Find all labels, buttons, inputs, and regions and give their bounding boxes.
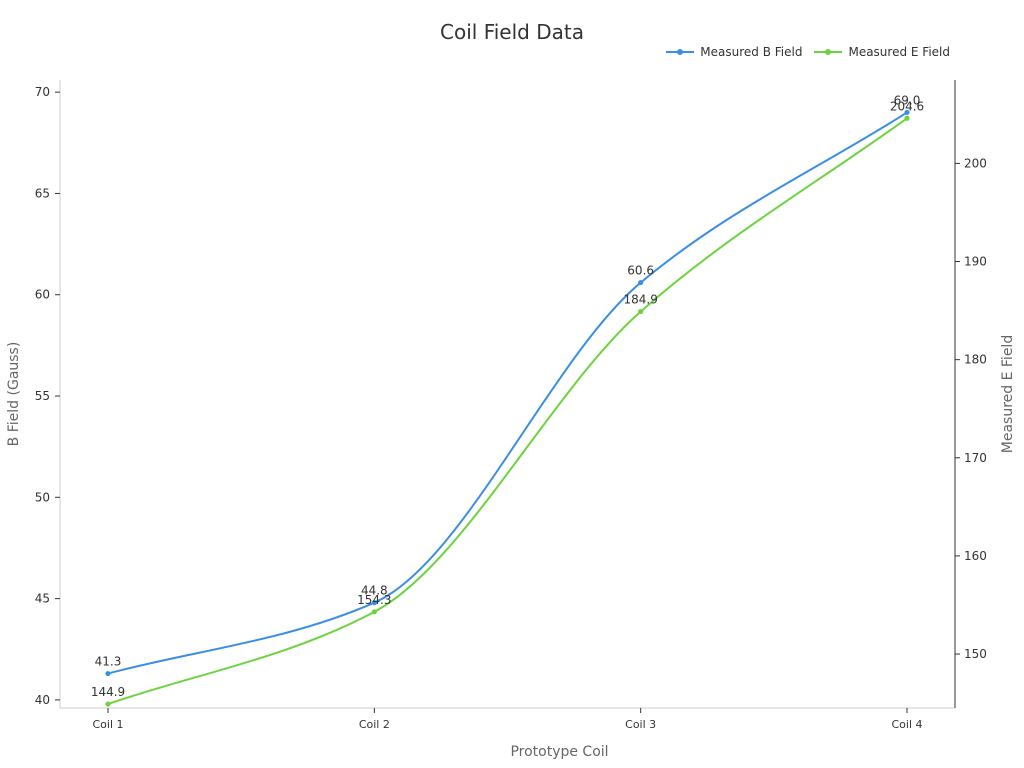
y-left-tick-label: 55 [35, 389, 50, 403]
series-line-b-field [107, 111, 908, 675]
y-axis-right-title: Measured E Field [1000, 335, 1016, 453]
data-point-b-field[interactable] [638, 279, 644, 286]
y-right-tick-label: 190 [964, 255, 987, 269]
y-right-tick-label: 170 [964, 451, 987, 465]
y-left-tick-label: 50 [35, 490, 50, 504]
legend-swatch-b-field [666, 45, 695, 59]
x-axis-title: Prototype Coil [510, 744, 608, 760]
data-label-b-field: 60.6 [627, 264, 654, 278]
chart-legend: Measured B Field Measured E Field [666, 45, 950, 59]
x-tick-label: Coil 1 [92, 718, 123, 731]
y-left-tick-label: 45 [35, 592, 50, 606]
data-point-b-field[interactable] [105, 670, 111, 677]
data-point-e-field[interactable] [105, 701, 111, 707]
y-right-tick-label: 150 [964, 647, 987, 661]
data-label-e-field: 144.9 [91, 685, 125, 699]
legend-item-b-field[interactable]: Measured B Field [666, 45, 802, 59]
legend-label-e-field: Measured E Field [848, 45, 950, 59]
legend-label-b-field: Measured B Field [700, 45, 803, 59]
y-axis-left-title: B Field (Gauss) [6, 342, 22, 447]
y-right-tick-label: 200 [964, 156, 987, 170]
x-tick-label: Coil 3 [625, 718, 656, 731]
y-right-tick-label: 180 [964, 353, 987, 367]
legend-swatch-e-field [814, 45, 843, 59]
legend-item-e-field[interactable]: Measured E Field [814, 45, 950, 59]
data-label-e-field: 154.3 [357, 593, 391, 607]
data-label-e-field: 204.6 [890, 99, 924, 113]
data-label-b-field: 44.8 [361, 584, 388, 598]
y-right-tick-label: 160 [964, 549, 987, 563]
data-point-e-field[interactable] [904, 115, 910, 121]
y-left-tick-label: 65 [35, 186, 50, 200]
data-label-b-field: 41.3 [95, 655, 122, 669]
data-point-b-field[interactable] [904, 109, 910, 116]
data-point-e-field[interactable] [638, 308, 644, 315]
data-label-e-field: 184.9 [623, 293, 657, 307]
chart-title: Coil Field Data [440, 20, 584, 44]
data-point-b-field[interactable] [371, 600, 377, 606]
y-left-tick-label: 40 [35, 693, 50, 707]
x-tick-label: Coil 4 [891, 718, 922, 731]
data-label-b-field: 69.0 [894, 93, 921, 107]
x-tick-label: Coil 2 [359, 718, 390, 731]
data-point-e-field[interactable] [371, 609, 377, 615]
y-left-tick-label: 60 [35, 288, 50, 302]
series-line-e-field [107, 117, 908, 706]
y-left-tick-label: 70 [35, 85, 50, 99]
